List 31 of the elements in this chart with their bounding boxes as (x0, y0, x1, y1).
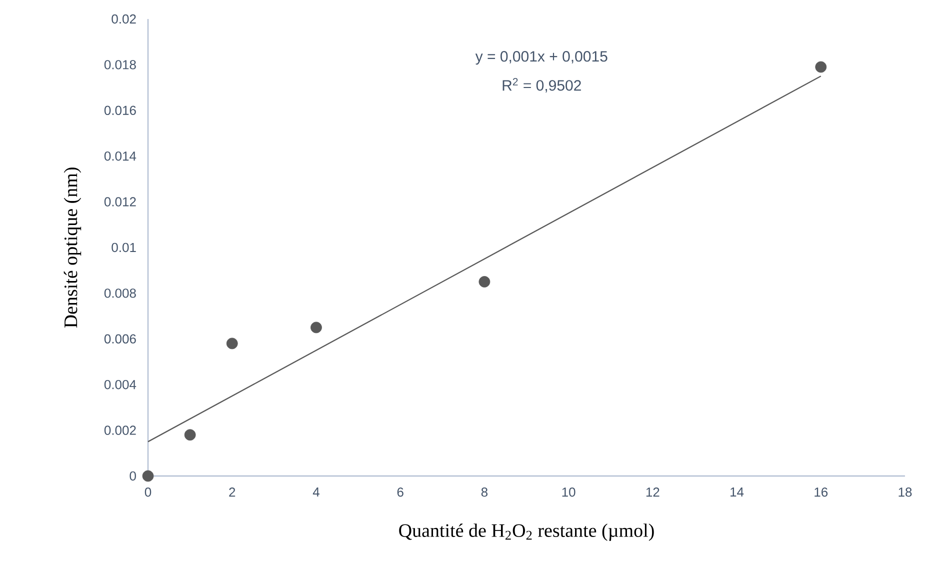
y-tick-label: 0.006 (104, 334, 136, 344)
y-tick-label: 0 (130, 471, 136, 481)
point (478, 276, 490, 288)
annotation: y = 0,001x + 0,0015 (475, 51, 608, 65)
y-tick-label: 0.01 (112, 242, 136, 252)
x-axis-title: Quantité de H$_{2}$O$_{2}$ restante (µmol) (399, 524, 654, 541)
y-tick-label: 0.018 (104, 60, 136, 70)
point (142, 470, 154, 482)
y-tick-label: 0.02 (112, 14, 136, 24)
y-tick-label: 0.014 (104, 151, 136, 161)
x-tick-label: 10 (562, 488, 576, 497)
y-tick-label: 0.004 (104, 380, 136, 390)
point (815, 61, 827, 73)
y-tick-label: 0.012 (104, 197, 136, 206)
x-tick-label: 12 (646, 488, 660, 497)
point (310, 322, 322, 334)
y-tick-label: 0.002 (104, 426, 136, 435)
y-tick-label: 0.008 (104, 288, 136, 298)
y-axis-title: Densité optique (nm) (64, 168, 82, 328)
x-tick-label: 16 (814, 488, 828, 497)
x-tick-label: 2 (229, 488, 236, 497)
x-tick-label: 4 (312, 488, 320, 496)
annotation: R$^{2}$ = 0,9502 (502, 78, 581, 92)
point (184, 429, 196, 441)
x-tick-label: 0 (144, 488, 152, 497)
x-tick-label: 14 (730, 488, 744, 496)
x-tick-label: 6 (397, 488, 404, 497)
x-tick-label: 18 (898, 488, 912, 497)
x-tick-label: 8 (481, 488, 488, 497)
point (226, 338, 238, 350)
y-tick-label: 0.016 (104, 106, 136, 115)
